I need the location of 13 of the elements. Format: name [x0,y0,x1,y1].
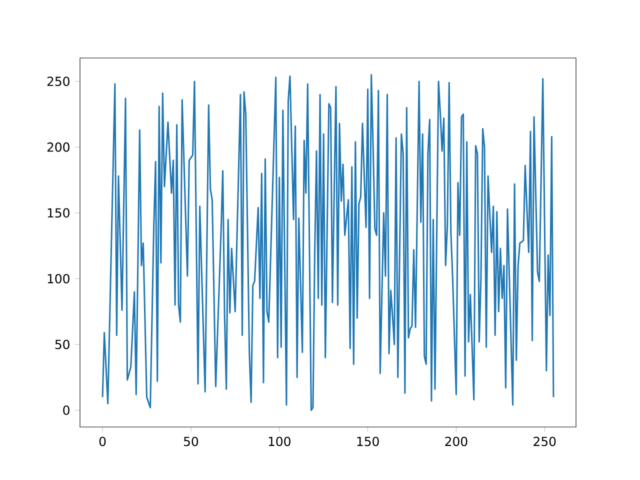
y-tick-label: 0 [63,406,70,415]
y-tick-label: 50 [55,340,70,350]
x-tick-label: 50 [184,436,198,446]
y-tick-label: 100 [48,274,70,284]
x-tick-label: 0 [99,436,106,446]
x-tick-label: 250 [534,436,556,446]
x-tick-label: 200 [445,436,468,446]
x-tick-label: 100 [268,436,290,446]
y-tick-label: 250 [47,76,70,86]
y-tick-label: 200 [47,142,70,152]
y-tick-label: 150 [48,208,70,218]
x-tick-label: 150 [357,436,379,446]
line-series [102,74,554,411]
